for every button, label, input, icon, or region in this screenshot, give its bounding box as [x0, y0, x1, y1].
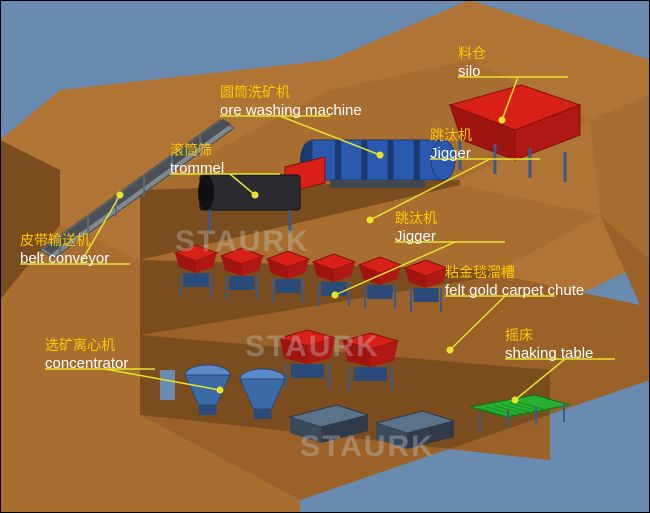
label-shaking: 摇床shaking table — [505, 325, 593, 362]
label-belt: 皮带输送机belt conveyor — [20, 230, 109, 267]
watermark-0: STAURK — [175, 225, 310, 259]
label-concentrator-cn: 选矿离心机 — [45, 335, 128, 355]
label-jigger2: 跳汰机Jigger — [395, 208, 437, 245]
label-belt-en: belt conveyor — [20, 250, 109, 267]
label-concentrator-en: concentrator — [45, 355, 128, 372]
label-silo-cn: 料仓 — [458, 43, 486, 63]
watermark-1: STAURK — [245, 330, 380, 364]
label-jigger1: 跳汰机Jigger — [430, 125, 472, 162]
label-trommel-en: trommel — [170, 160, 224, 177]
label-washer: 圆筒洗矿机ore washing machine — [220, 82, 362, 119]
label-trommel: 滚筒筛trommel — [170, 140, 224, 177]
label-jigger2-cn: 跳汰机 — [395, 208, 437, 228]
label-silo-en: silo — [458, 63, 486, 80]
label-shaking-en: shaking table — [505, 345, 593, 362]
label-felt: 粘金毯溜槽felt gold carpet chute — [445, 262, 584, 299]
label-jigger1-cn: 跳汰机 — [430, 125, 472, 145]
label-felt-en: felt gold carpet chute — [445, 282, 584, 299]
label-concentrator: 选矿离心机concentrator — [45, 335, 128, 372]
label-belt-cn: 皮带输送机 — [20, 230, 109, 250]
label-silo: 料仓silo — [458, 43, 486, 80]
watermark-2: STAURK — [300, 430, 435, 464]
label-trommel-cn: 滚筒筛 — [170, 140, 224, 160]
label-washer-cn: 圆筒洗矿机 — [220, 82, 362, 102]
label-felt-cn: 粘金毯溜槽 — [445, 262, 584, 282]
label-washer-en: ore washing machine — [220, 102, 362, 119]
label-jigger2-en: Jigger — [395, 228, 437, 245]
label-jigger1-en: Jigger — [430, 145, 472, 162]
label-shaking-cn: 摇床 — [505, 325, 593, 345]
